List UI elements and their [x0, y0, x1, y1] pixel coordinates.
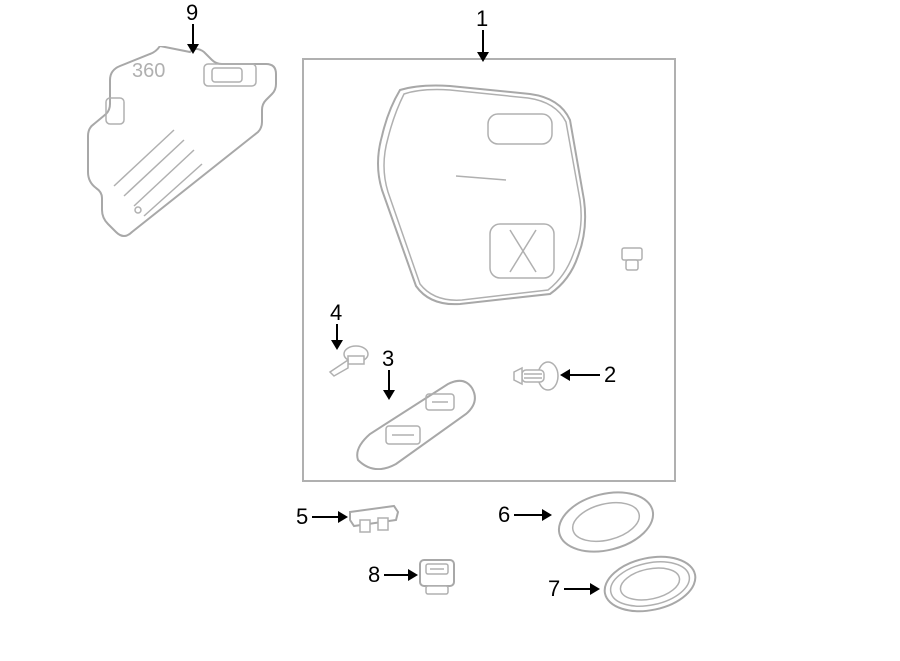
part-7-speaker-grille [598, 552, 702, 618]
part-clip-small [620, 246, 644, 272]
parts-diagram: 360 [0, 0, 900, 661]
callout-5-arrowhead [338, 511, 348, 523]
callout-9-arrowhead [187, 44, 199, 54]
part-1-quarter-trim-panel [360, 80, 600, 310]
callout-6-arrow [514, 514, 544, 516]
part-8-switch [416, 556, 458, 596]
callout-5: 5 [296, 504, 308, 530]
callout-9-arrow [192, 24, 194, 46]
callout-9: 9 [186, 0, 198, 26]
callout-5-arrow [312, 516, 340, 518]
callout-7-arrow [564, 588, 592, 590]
callout-1-arrow [482, 30, 484, 54]
part-6-speaker-bezel [552, 490, 658, 556]
part-5-bracket [346, 502, 402, 536]
callout-3-arrowhead [383, 390, 395, 400]
callout-4: 4 [330, 300, 342, 326]
callout-1-arrowhead [477, 52, 489, 62]
callout-6: 6 [498, 502, 510, 528]
callout-2: 2 [604, 362, 616, 388]
panel-9-marking: 360 [132, 60, 165, 83]
callout-4-arrowhead [331, 340, 343, 350]
callout-2-arrow [570, 374, 600, 376]
part-2-retainer [512, 358, 560, 398]
part-9-water-deflector: 360 [84, 46, 284, 238]
callout-8-arrowhead [408, 569, 418, 581]
callout-3: 3 [382, 346, 394, 372]
callout-8-arrow [384, 574, 410, 576]
callout-3-arrow [388, 370, 390, 392]
callout-7-arrowhead [590, 583, 600, 595]
callout-1: 1 [476, 6, 488, 32]
callout-6-arrowhead [542, 509, 552, 521]
callout-7: 7 [548, 576, 560, 602]
part-3-switch-bezel [352, 378, 482, 470]
callout-2-arrowhead [560, 369, 570, 381]
callout-8: 8 [368, 562, 380, 588]
